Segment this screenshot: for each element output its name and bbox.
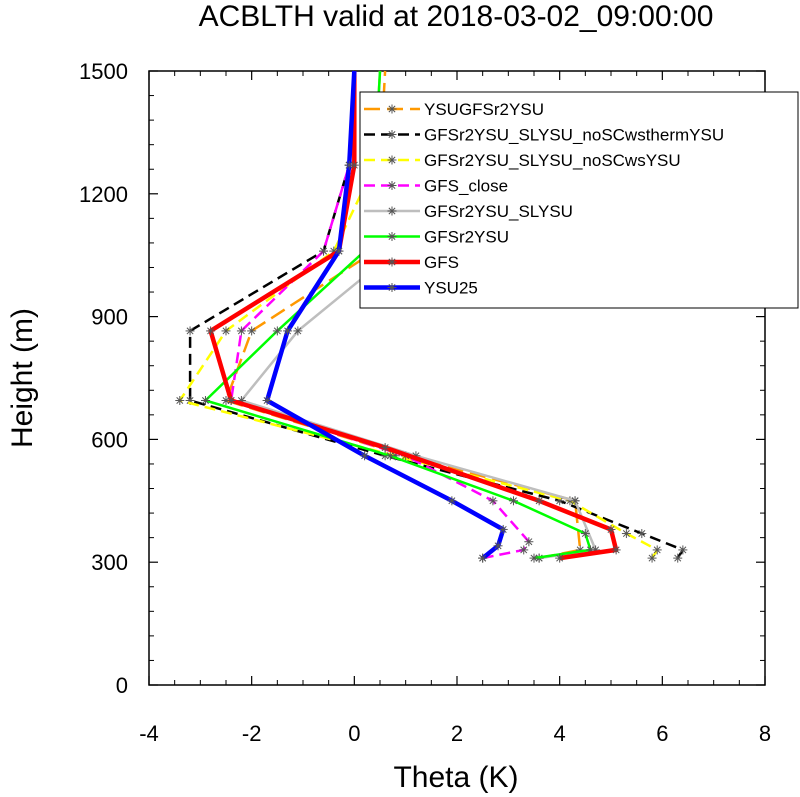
series-marker bbox=[273, 327, 281, 335]
series-marker bbox=[345, 161, 353, 169]
series-marker bbox=[388, 258, 396, 266]
series-line bbox=[264, 70, 506, 560]
series-marker bbox=[350, 161, 358, 169]
series-marker bbox=[622, 530, 630, 538]
y-tick-labels: 0 300 600 900 1200 1500 bbox=[79, 59, 128, 698]
series-marker bbox=[638, 530, 646, 538]
series-marker bbox=[525, 538, 533, 546]
x-tick-label: 2 bbox=[451, 721, 463, 746]
series-marker bbox=[388, 283, 396, 292]
series-marker bbox=[556, 497, 564, 505]
series-line bbox=[224, 70, 582, 560]
series-marker bbox=[581, 530, 589, 538]
legend-label: GFSr2YSU_SLYSU_noSCwsYSU bbox=[424, 151, 681, 170]
series-marker bbox=[571, 497, 579, 505]
series-marker bbox=[648, 554, 656, 562]
series-marker bbox=[509, 497, 517, 505]
y-tick-label: 900 bbox=[91, 305, 128, 330]
series-ysu25 bbox=[262, 70, 508, 563]
series-marker bbox=[186, 397, 194, 405]
x-tick-labels: -4 -2 0 2 4 6 8 bbox=[139, 721, 771, 746]
series-marker bbox=[361, 452, 369, 460]
y-tick-label: 1200 bbox=[79, 182, 128, 207]
series-marker bbox=[556, 554, 564, 562]
y-axis-label: Height (m) bbox=[6, 308, 39, 448]
x-axis-label: Theta (K) bbox=[393, 761, 518, 794]
legend-label: YSU25 bbox=[424, 279, 478, 298]
series-marker bbox=[386, 452, 394, 460]
series-marker bbox=[520, 546, 528, 554]
x-tick-label: 8 bbox=[759, 721, 771, 746]
x-tick-label: -4 bbox=[139, 721, 159, 746]
y-tick-label: 0 bbox=[116, 673, 128, 698]
legend-label: YSUGFSr2YSU bbox=[424, 100, 544, 119]
series-marker bbox=[653, 546, 661, 554]
legend-item: GFS bbox=[364, 253, 459, 272]
series-marker bbox=[388, 130, 396, 139]
series-marker bbox=[607, 525, 615, 533]
series-marker bbox=[489, 497, 497, 505]
series-marker bbox=[388, 156, 396, 164]
legend-label: GFS bbox=[424, 253, 459, 272]
series-marker bbox=[294, 327, 302, 335]
series-marker bbox=[320, 247, 328, 255]
series-marker bbox=[222, 397, 230, 405]
y-tick-label: 600 bbox=[91, 427, 128, 452]
series-marker bbox=[176, 397, 184, 405]
series-marker bbox=[207, 327, 215, 335]
series-marker bbox=[186, 327, 194, 335]
series-marker bbox=[381, 444, 389, 452]
legend-item: GFSr2YSU bbox=[364, 228, 509, 247]
series-marker bbox=[535, 497, 543, 505]
series-marker bbox=[201, 397, 209, 405]
series-marker bbox=[494, 542, 502, 550]
series-marker bbox=[263, 397, 271, 405]
legend-item: GFS_close bbox=[364, 177, 508, 196]
chart-title: ACBLTH valid at 2018-03-02_09:00:00 bbox=[199, 0, 714, 33]
legend-item: YSUGFSr2YSU bbox=[364, 100, 544, 119]
legend-item: GFSr2YSU_SLYSU_noSCwsYSU bbox=[364, 151, 681, 170]
series-marker bbox=[227, 397, 235, 405]
series-marker bbox=[530, 554, 538, 562]
legend-label: GFSr2YSU bbox=[424, 228, 509, 247]
series-marker bbox=[674, 554, 682, 562]
legend-label: GFSr2YSU_SLYSU bbox=[424, 202, 573, 221]
legend-box bbox=[359, 91, 799, 309]
series-marker bbox=[335, 247, 343, 255]
legend-label: GFSr2YSU_SLYSU_noSCwsthermYSU bbox=[424, 126, 724, 145]
y-tick-label: 1500 bbox=[79, 59, 128, 84]
legend-item: GFSr2YSU_SLYSU bbox=[364, 202, 573, 221]
series-marker bbox=[448, 497, 456, 505]
x-tick-label: 6 bbox=[656, 721, 668, 746]
series-marker bbox=[388, 207, 396, 215]
series-marker bbox=[612, 546, 620, 554]
series-line bbox=[178, 70, 659, 559]
series-marker bbox=[237, 327, 245, 335]
series-marker bbox=[284, 327, 292, 335]
series-marker bbox=[679, 546, 687, 554]
legend: YSUGFSr2YSU GFSr2YSU_SLYSU_noSCwsthermYSU… bbox=[359, 91, 799, 309]
y-tick-label: 300 bbox=[91, 550, 128, 575]
legend-item: YSU25 bbox=[364, 279, 478, 298]
series-marker bbox=[388, 105, 396, 113]
series-marker bbox=[248, 327, 256, 335]
series-marker bbox=[479, 554, 487, 562]
legend-label: GFS_close bbox=[424, 177, 508, 196]
legend-item: GFSr2YSU_SLYSU_noSCwsthermYSU bbox=[364, 126, 724, 145]
x-tick-label: -2 bbox=[242, 721, 262, 746]
series-marker bbox=[388, 232, 396, 241]
x-tick-label: 0 bbox=[348, 721, 360, 746]
series-marker bbox=[499, 525, 507, 533]
series-marker bbox=[388, 181, 396, 190]
series-marker bbox=[222, 327, 230, 335]
x-tick-label: 4 bbox=[554, 721, 566, 746]
